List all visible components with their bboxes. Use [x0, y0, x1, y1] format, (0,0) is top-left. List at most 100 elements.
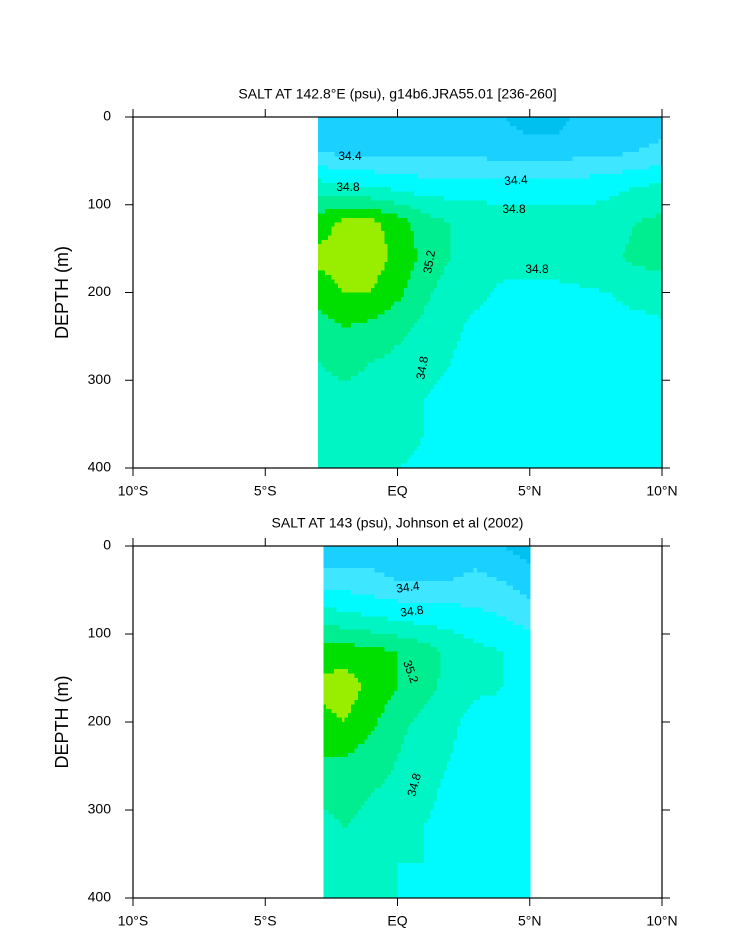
contour-cell	[483, 187, 488, 193]
contour-cell	[503, 204, 508, 210]
contour-cell	[642, 125, 647, 131]
contour-cell	[457, 279, 461, 285]
contour-cell	[549, 187, 554, 193]
contour-cell	[496, 178, 501, 184]
contour-cell	[447, 270, 451, 276]
contour-cell	[400, 125, 405, 131]
contour-cell	[506, 191, 511, 197]
contour-cell	[476, 244, 481, 250]
contour-cell	[347, 301, 352, 307]
contour-cell	[341, 147, 346, 153]
contour-cell	[334, 138, 339, 144]
contour-cell	[549, 283, 554, 289]
contour-cell	[463, 152, 468, 158]
contour-cell	[331, 261, 336, 267]
contour-cell	[582, 117, 587, 122]
contour-cell	[552, 318, 557, 324]
contour-cell	[645, 226, 650, 232]
contour-cell	[437, 270, 442, 276]
contour-cell	[576, 156, 580, 162]
contour-cell	[457, 182, 461, 188]
contour-cell	[499, 296, 504, 302]
contour-cell	[374, 138, 379, 144]
contour-cell	[374, 204, 379, 210]
contour-cell	[387, 296, 392, 302]
contour-cell	[341, 310, 346, 316]
contour-cell	[516, 231, 521, 237]
contour-cell	[529, 222, 534, 228]
contour-cell	[410, 283, 415, 289]
contour-cell	[404, 200, 409, 206]
contour-cell	[513, 288, 518, 294]
contour-cell	[619, 279, 623, 285]
contour-cell	[460, 191, 465, 197]
contour-cell	[566, 283, 571, 289]
contour-cell	[404, 283, 409, 289]
contour-cell	[397, 195, 402, 201]
contour-cell	[519, 261, 524, 267]
contour-cell	[552, 248, 557, 254]
contour-cell	[648, 261, 653, 267]
contour-cell	[585, 134, 590, 140]
contour-cell	[417, 301, 422, 307]
contour-cell	[619, 296, 623, 302]
contour-cell	[480, 266, 485, 272]
contour-cell	[655, 310, 660, 316]
contour-cell	[437, 296, 442, 302]
contour-cell	[509, 160, 514, 166]
contour-cell	[480, 231, 485, 237]
contour-cell	[566, 200, 571, 206]
contour-cell	[599, 231, 604, 237]
contour-cell	[536, 209, 541, 215]
contour-cell	[354, 204, 359, 210]
contour-cell	[559, 292, 564, 298]
contour-cell	[552, 147, 557, 153]
contour-cell	[645, 125, 650, 131]
contour-cell	[437, 125, 442, 131]
contour-cell	[549, 130, 554, 136]
contour-cell	[414, 305, 418, 311]
contour-cell	[410, 244, 415, 250]
contour-cell	[390, 213, 395, 219]
contour-cell	[619, 314, 623, 320]
contour-cell	[493, 270, 498, 276]
contour-cell	[414, 178, 418, 184]
contour-cell	[318, 169, 323, 175]
contour-cell	[321, 244, 326, 250]
contour-cell	[526, 165, 531, 171]
contour-cell	[476, 152, 481, 158]
contour-cell	[589, 301, 594, 307]
contour-cell	[655, 318, 660, 324]
contour-cell	[420, 147, 425, 153]
contour-cell	[371, 301, 375, 307]
contour-cell	[513, 244, 518, 250]
contour-cell	[645, 270, 650, 276]
contour-cell	[384, 222, 389, 228]
contour-cell	[407, 121, 412, 127]
contour-cell	[334, 261, 339, 267]
contour-cell	[384, 305, 389, 311]
contour-cell	[480, 288, 485, 294]
contour-cell	[533, 296, 537, 302]
contour-cell	[420, 274, 425, 280]
contour-cell	[536, 178, 541, 184]
contour-cell	[334, 130, 339, 136]
contour-cell	[523, 147, 528, 153]
contour-cell	[536, 191, 541, 197]
contour-cell	[377, 156, 382, 162]
contour-cell	[635, 169, 640, 175]
contour-cell	[407, 239, 412, 245]
contour-cell	[377, 182, 382, 188]
contour-cell	[615, 152, 620, 158]
contour-cell	[615, 283, 620, 289]
contour-cell	[622, 182, 627, 188]
contour-cell	[536, 117, 541, 122]
contour-cell	[625, 125, 630, 131]
contour-cell	[328, 191, 332, 197]
contour-cell	[566, 226, 571, 232]
contour-cell	[457, 169, 461, 175]
contour-cell	[371, 121, 375, 127]
contour-cell	[576, 182, 580, 188]
contour-cell	[364, 169, 369, 175]
contour-cell	[556, 318, 561, 324]
